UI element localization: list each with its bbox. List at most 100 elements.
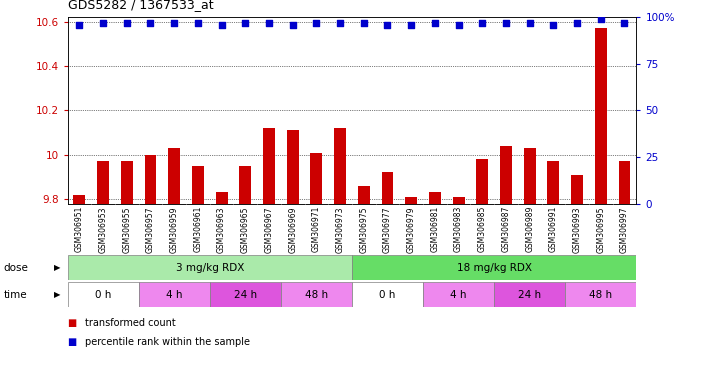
Text: GSM306959: GSM306959	[170, 206, 178, 253]
Point	[74, 22, 85, 28]
Text: GSM306961: GSM306961	[193, 206, 203, 252]
Bar	[352, 255, 636, 280]
Text: 18 mg/kg RDX: 18 mg/kg RDX	[456, 263, 532, 273]
Point	[192, 20, 203, 26]
Point	[97, 20, 109, 26]
Point	[524, 20, 535, 26]
Bar	[423, 282, 494, 307]
Text: GSM306987: GSM306987	[501, 206, 510, 252]
Bar	[121, 161, 133, 204]
Text: ■: ■	[68, 318, 77, 328]
Bar	[68, 255, 352, 280]
Text: GSM306981: GSM306981	[430, 206, 439, 252]
Bar	[287, 130, 299, 204]
Bar	[263, 128, 275, 204]
Text: GSM306967: GSM306967	[264, 206, 274, 253]
Text: GSM306963: GSM306963	[217, 206, 226, 253]
Text: dose: dose	[4, 263, 28, 273]
Bar	[500, 146, 512, 204]
Text: GSM306985: GSM306985	[478, 206, 487, 252]
Point	[287, 22, 299, 28]
Text: GSM306997: GSM306997	[620, 206, 629, 253]
Bar	[215, 192, 228, 204]
Point	[121, 20, 132, 26]
Point	[216, 22, 228, 28]
Point	[240, 20, 251, 26]
Text: GSM306995: GSM306995	[597, 206, 605, 253]
Point	[145, 20, 156, 26]
Point	[382, 22, 393, 28]
Bar	[358, 186, 370, 204]
Bar	[68, 282, 139, 307]
Point	[405, 22, 417, 28]
Bar	[524, 148, 535, 204]
Point	[476, 20, 488, 26]
Text: 24 h: 24 h	[518, 290, 541, 300]
Text: 48 h: 48 h	[589, 290, 612, 300]
Point	[334, 20, 346, 26]
Point	[429, 20, 441, 26]
Bar	[73, 195, 85, 204]
Bar	[334, 128, 346, 204]
Bar	[494, 282, 565, 307]
Bar	[565, 282, 636, 307]
Bar	[476, 159, 488, 204]
Text: GSM306979: GSM306979	[407, 206, 416, 253]
Text: GSM306977: GSM306977	[383, 206, 392, 253]
Text: GSM306989: GSM306989	[525, 206, 534, 252]
Point	[358, 20, 370, 26]
Bar	[97, 161, 109, 204]
Bar	[144, 155, 156, 204]
Text: percentile rank within the sample: percentile rank within the sample	[85, 337, 250, 347]
Point	[169, 20, 180, 26]
Point	[572, 20, 583, 26]
Bar	[281, 282, 352, 307]
Bar	[210, 282, 281, 307]
Text: GSM306953: GSM306953	[99, 206, 107, 253]
Text: 24 h: 24 h	[234, 290, 257, 300]
Bar	[571, 175, 583, 204]
Bar	[240, 166, 251, 204]
Text: 4 h: 4 h	[450, 290, 467, 300]
Text: GSM306993: GSM306993	[572, 206, 582, 253]
Text: ▶: ▶	[54, 263, 60, 272]
Text: transformed count: transformed count	[85, 318, 176, 328]
Point	[263, 20, 274, 26]
Bar	[595, 28, 606, 204]
Point	[547, 22, 559, 28]
Point	[453, 22, 464, 28]
Text: GDS5282 / 1367533_at: GDS5282 / 1367533_at	[68, 0, 213, 12]
Text: GSM306983: GSM306983	[454, 206, 463, 252]
Point	[501, 20, 512, 26]
Text: GSM306969: GSM306969	[288, 206, 297, 253]
Text: GSM306975: GSM306975	[359, 206, 368, 253]
Text: GSM306973: GSM306973	[336, 206, 345, 253]
Bar	[547, 161, 560, 204]
Point	[619, 20, 630, 26]
Text: 3 mg/kg RDX: 3 mg/kg RDX	[176, 263, 244, 273]
Bar	[405, 197, 417, 204]
Text: time: time	[4, 290, 27, 300]
Text: GSM306951: GSM306951	[75, 206, 84, 252]
Bar	[382, 172, 393, 204]
Bar	[169, 148, 180, 204]
Text: 48 h: 48 h	[305, 290, 328, 300]
Bar	[453, 197, 464, 204]
Text: ■: ■	[68, 337, 77, 347]
Text: GSM306991: GSM306991	[549, 206, 558, 252]
Text: 0 h: 0 h	[379, 290, 396, 300]
Bar	[192, 166, 204, 204]
Text: ▶: ▶	[54, 290, 60, 299]
Text: GSM306971: GSM306971	[312, 206, 321, 252]
Text: 0 h: 0 h	[95, 290, 112, 300]
Text: GSM306955: GSM306955	[122, 206, 132, 253]
Bar	[311, 152, 322, 204]
Bar	[352, 282, 423, 307]
Bar	[619, 161, 631, 204]
Text: GSM306965: GSM306965	[241, 206, 250, 253]
Text: 4 h: 4 h	[166, 290, 183, 300]
Text: GSM306957: GSM306957	[146, 206, 155, 253]
Point	[311, 20, 322, 26]
Bar	[429, 192, 441, 204]
Point	[595, 16, 606, 22]
